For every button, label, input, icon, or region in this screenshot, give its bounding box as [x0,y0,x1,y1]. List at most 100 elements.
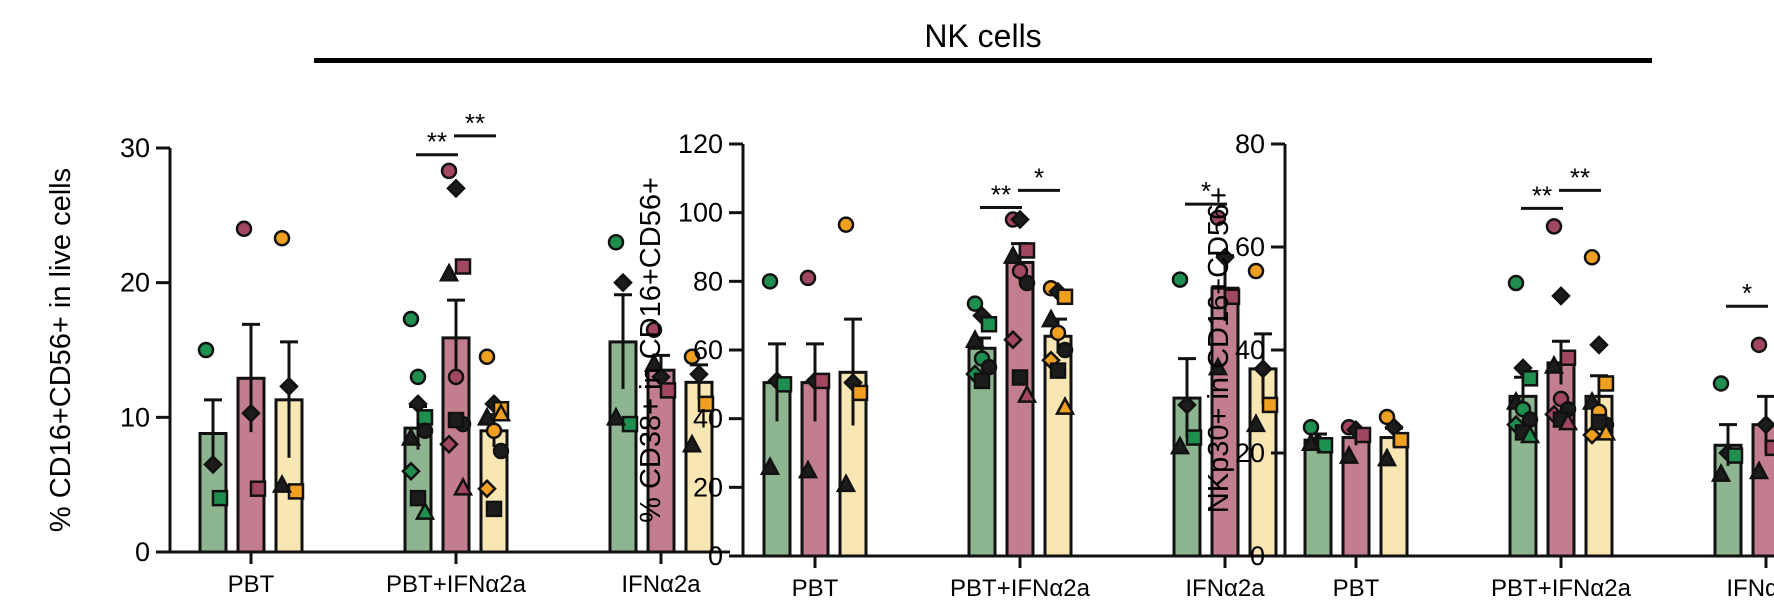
data-point [1040,308,1062,328]
data-point [1519,424,1541,444]
y-tick-label: 80 [1235,129,1265,159]
data-point [1354,426,1372,444]
data-point [1300,432,1322,451]
data-point [416,422,434,440]
significance-marker: * [1742,278,1752,308]
data-point [681,433,703,453]
panel-cd38: 0 20 40 60 80 100 120 % CD38+ in CD16+CD56+ PBT P… [635,129,1294,602]
data-point [973,372,991,390]
data-point [1056,341,1074,359]
data-point [1378,408,1396,426]
bar [1005,260,1035,558]
data-point [837,216,855,233]
data-point [241,403,261,424]
data-point [477,478,497,499]
data-point [775,376,793,393]
y-tick-label: 20 [1235,438,1265,468]
data-point [813,372,831,390]
data-point [1171,271,1189,288]
data-point [799,269,817,287]
data-point [1583,249,1601,266]
data-point [1756,414,1774,435]
data-point [1521,370,1539,387]
data-point [1016,383,1038,403]
x-tick-label: IFNα2a [1185,575,1265,602]
data-point [607,234,625,251]
data-point [613,272,633,293]
y-tick-label: 120 [678,129,723,159]
significance-marker: ** [1532,180,1552,210]
data-point [1764,439,1774,457]
data-point [446,178,466,199]
data-point [211,489,229,507]
x-tick-label: PBT [228,571,275,598]
data-point [1049,362,1067,379]
y-tick-label: 40 [1235,335,1265,365]
x-tick-label: PBT+IFNα2a [950,575,1091,602]
significance-marker: * [1201,176,1211,206]
data-point [1726,447,1744,464]
data-point [1010,209,1030,230]
x-tick-label: PBT+IFNα2a [386,571,527,598]
data-point [401,461,421,481]
data-point [1545,218,1563,235]
data-point [1261,396,1279,414]
data-point [1056,288,1074,306]
data-point [1392,431,1410,449]
y-tick-label: 100 [678,198,723,228]
data-point [485,500,503,518]
data-point [761,273,779,290]
data-point [1712,375,1730,392]
data-point [964,329,986,348]
data-point [1177,395,1197,415]
data-point [1253,359,1273,379]
y-tick-label: 10 [120,402,150,432]
data-point [966,295,984,312]
x-tick-label: IFNα2a [621,571,701,598]
data-point [1169,435,1191,455]
data-point [697,395,715,413]
title-underline [314,58,1652,63]
data-point [759,456,781,475]
data-point [980,316,998,333]
data-point [1559,349,1577,366]
data-point [492,442,510,460]
data-point [1011,262,1029,280]
data-point [683,348,701,365]
data-point [490,402,512,422]
data-point [1507,274,1525,292]
data-point [659,382,677,399]
y-tick-label: 20 [693,472,723,502]
data-point [416,409,434,426]
figure-title: NK cells [924,18,1042,54]
data-point [1223,288,1241,306]
y-tick-label: 80 [693,266,723,296]
data-point [1589,335,1609,355]
data-point [1209,209,1227,227]
data-point [1011,369,1029,386]
data-point [1338,444,1360,464]
bar [646,368,676,554]
y-tick-label: 40 [693,404,723,434]
data-point [797,459,819,479]
data-point [1551,286,1571,306]
data-point [1207,356,1229,376]
y-axis-title: NKp30+ in CD16+CD56+ [1203,187,1235,513]
y-axis-title: % CD16+CD56+ in live cells [45,168,77,532]
data-point [1002,244,1024,264]
y-tick-label: 60 [1235,232,1265,262]
data-point [1543,354,1565,374]
data-point [1710,462,1732,482]
x-tick-label: PBT+IFNα2a [1491,575,1632,602]
significance-marker: ** [465,108,485,138]
data-point [1376,447,1398,467]
data-point [1748,460,1770,480]
data-point [273,229,291,247]
panel-cd16-cd56-live: 0 10 20 30 % CD16+CD56+ in live cells PBT PBT+… [45,108,730,598]
significance-marker: * [1034,162,1044,192]
data-point [980,358,998,376]
data-point [440,162,458,180]
data-point [279,376,299,397]
data-point [1557,411,1579,431]
data-point [1054,395,1076,415]
